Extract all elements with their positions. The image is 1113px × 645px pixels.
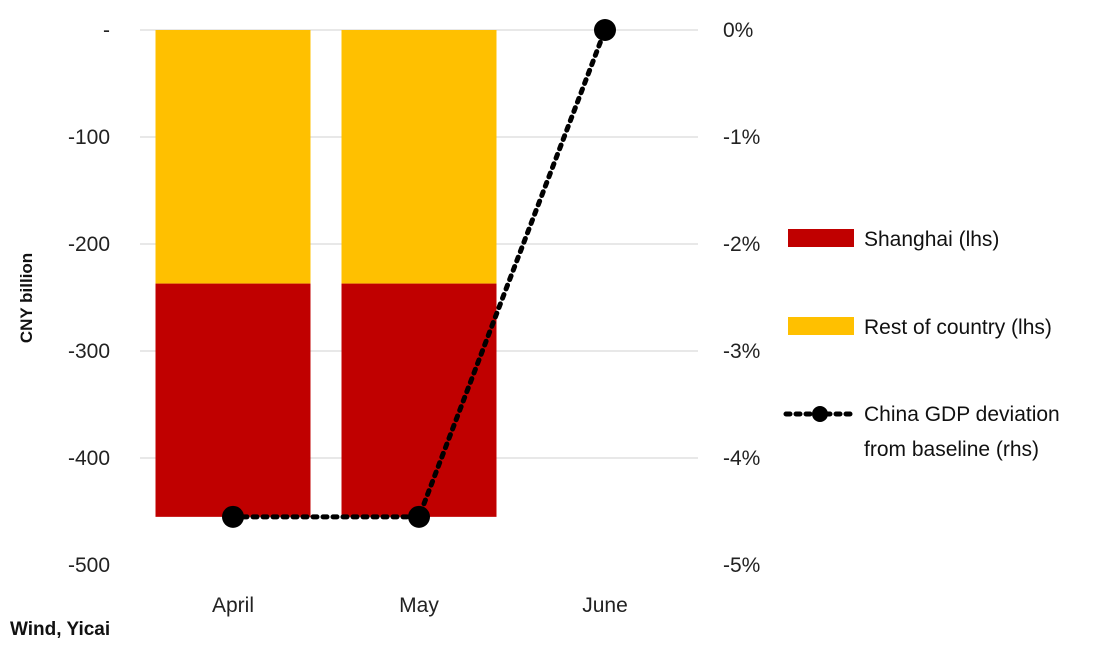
bar-rest-of-country-may xyxy=(341,30,497,284)
y2-tick-label-1: -1% xyxy=(723,126,760,149)
y-axis-left-ticks: - -100 -200 -300 -400 -500 xyxy=(68,19,110,577)
y2-tick-label-4: -4% xyxy=(723,447,760,470)
y2-tick-label-5: -5% xyxy=(723,554,760,577)
legend-label-shanghai: Shanghai (lhs) xyxy=(864,228,999,251)
legend-label-rest-of-country: Rest of country (lhs) xyxy=(864,316,1052,339)
y2-tick-label-0: 0% xyxy=(723,19,753,42)
y-tick-label-3: -300 xyxy=(68,340,110,363)
legend-label-gdp-line2: from baseline (rhs) xyxy=(864,438,1039,461)
y-tick-label-4: -400 xyxy=(68,447,110,470)
source-note: Wind, Yicai xyxy=(10,619,111,640)
gdp-point-june xyxy=(594,19,616,41)
legend-swatch-shanghai xyxy=(788,229,854,247)
bar-rest-of-country-april xyxy=(155,30,311,284)
x-axis-ticks: April May June xyxy=(212,594,628,617)
y-tick-label-2: -200 xyxy=(68,233,110,256)
legend: Shanghai (lhs) Rest of country (lhs) Chi… xyxy=(783,228,1060,461)
x-tick-label-may: May xyxy=(399,594,439,617)
y2-tick-label-3: -3% xyxy=(723,340,760,363)
gdp-line xyxy=(222,19,616,528)
y-axis-title: CNY billion xyxy=(17,253,36,343)
bars xyxy=(155,30,497,517)
y-axis-right-ticks: 0% -1% -2% -3% -4% -5% xyxy=(723,19,760,577)
legend-marker-gdp xyxy=(812,406,828,422)
x-tick-label-june: June xyxy=(582,594,628,617)
legend-swatch-rest-of-country xyxy=(788,317,854,335)
bar-shanghai-april xyxy=(155,283,311,517)
y-tick-label-0: - xyxy=(103,19,110,42)
legend-label-gdp: China GDP deviation from baseline (rhs) xyxy=(864,403,1060,461)
y-tick-label-5: -500 xyxy=(68,554,110,577)
gdp-point-may xyxy=(408,505,430,528)
bar-shanghai-may xyxy=(341,283,497,517)
x-tick-label-april: April xyxy=(212,594,254,617)
legend-label-gdp-line1: China GDP deviation xyxy=(864,403,1060,426)
y-tick-label-1: -100 xyxy=(68,126,110,149)
gdp-point-april xyxy=(222,505,244,528)
y2-tick-label-2: -2% xyxy=(723,233,760,256)
